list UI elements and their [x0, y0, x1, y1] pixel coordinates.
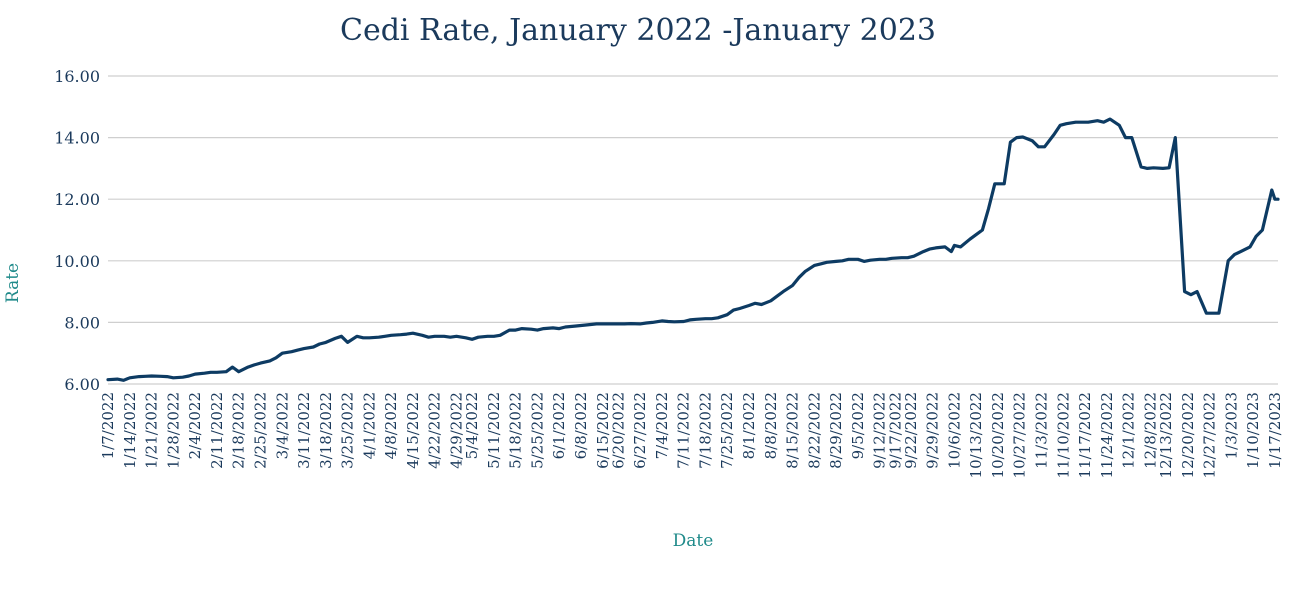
x-tick-label: 12/1/2022	[1120, 392, 1138, 469]
series-layer	[106, 117, 1280, 382]
x-tick-label: 4/8/2022	[382, 392, 400, 459]
x-tick-label: 10/13/2022	[967, 392, 985, 478]
x-tick-label: 10/20/2022	[989, 392, 1007, 478]
x-tick-label: 10/6/2022	[945, 392, 963, 469]
y-tick-label: 14.00	[54, 129, 100, 148]
x-tick-label: 8/15/2022	[784, 392, 802, 469]
x-tick-label: 4/22/2022	[426, 392, 444, 469]
x-tick-label: 2/11/2022	[208, 392, 226, 469]
y-tick-label: 8.00	[64, 313, 100, 332]
x-tick-label: 11/24/2022	[1098, 392, 1116, 478]
x-tick-label: 9/5/2022	[849, 392, 867, 459]
x-tick-label: 9/22/2022	[902, 392, 920, 469]
x-tick-label: 6/8/2022	[572, 392, 590, 459]
x-tick-label: 8/29/2022	[827, 392, 845, 469]
y-tick-label: 10.00	[54, 252, 100, 271]
x-tick-label: 8/22/2022	[805, 392, 823, 469]
x-tick-label: 4/1/2022	[360, 392, 378, 459]
x-tick-label: 4/15/2022	[404, 392, 422, 469]
gridlines	[108, 75, 1278, 385]
x-tick-label: 5/4/2022	[463, 392, 481, 459]
x-tick-label: 2/18/2022	[230, 392, 248, 469]
x-tick-label: 12/20/2022	[1179, 392, 1197, 478]
x-tick-label: 6/1/2022	[550, 392, 568, 459]
x-tick-label: 7/25/2022	[718, 392, 736, 469]
x-tick-label: 3/11/2022	[295, 392, 313, 469]
x-tick-label: 10/27/2022	[1011, 392, 1029, 478]
x-tick-label: 8/1/2022	[740, 392, 758, 459]
x-axis-label: Date	[673, 531, 714, 551]
x-tick-label: 5/25/2022	[528, 392, 546, 469]
x-tick-label: 3/18/2022	[317, 392, 335, 469]
x-tick-label: 5/11/2022	[485, 392, 503, 469]
series-line	[106, 117, 1280, 382]
x-tick-label: 7/11/2022	[675, 392, 693, 469]
x-tick-label: 8/8/2022	[762, 392, 780, 459]
x-tick-label: 1/14/2022	[121, 392, 139, 469]
x-tick-label: 2/4/2022	[186, 392, 204, 459]
x-tick-label: 1/17/2023	[1266, 392, 1284, 469]
x-tick-label: 9/29/2022	[924, 392, 942, 469]
x-tick-label: 5/18/2022	[507, 392, 525, 469]
x-tick-label: 4/29/2022	[448, 392, 466, 469]
x-tick-label: 1/10/2023	[1244, 392, 1262, 469]
x-tick-label: 2/25/2022	[251, 392, 269, 469]
x-tick-label: 1/7/2022	[99, 392, 117, 459]
x-tick-label: 9/12/2022	[871, 392, 889, 469]
x-tick-label: 9/17/2022	[886, 392, 904, 469]
x-tick-label: 6/27/2022	[631, 392, 649, 469]
y-tick-label: 12.00	[54, 190, 100, 209]
y-tick-label: 6.00	[64, 375, 100, 394]
x-tick-label: 6/15/2022	[594, 392, 612, 469]
chart-title: Cedi Rate, January 2022 -January 2023	[340, 13, 936, 48]
x-tick-label: 12/27/2022	[1201, 392, 1219, 478]
y-axis-label: Rate	[3, 263, 23, 303]
x-tick-label: 11/3/2022	[1033, 392, 1051, 469]
x-tick-label: 12/8/2022	[1141, 392, 1159, 469]
x-tick-label: 3/4/2022	[273, 392, 291, 459]
y-tick-label: 16.00	[54, 67, 100, 86]
x-tick-label: 11/10/2022	[1054, 392, 1072, 478]
x-tick-label: 7/18/2022	[696, 392, 714, 469]
x-tick-label: 3/25/2022	[339, 392, 357, 469]
x-tick-label: 11/17/2022	[1076, 392, 1094, 478]
x-tick-label: 12/13/2022	[1157, 392, 1175, 478]
x-tick-label: 1/21/2022	[143, 392, 161, 469]
y-axis-ticks: 6.00 8.00 10.00 12.00 14.00 16.00	[54, 67, 100, 394]
x-tick-label: 7/4/2022	[653, 392, 671, 459]
x-tick-label: 1/28/2022	[164, 392, 182, 469]
x-tick-label: 1/3/2023	[1222, 392, 1240, 459]
x-axis-ticks: 1/7/2022 1/14/2022 1/21/2022 1/28/2022 2/4/2…	[99, 392, 1284, 478]
x-tick-label: 6/20/2022	[609, 392, 627, 469]
